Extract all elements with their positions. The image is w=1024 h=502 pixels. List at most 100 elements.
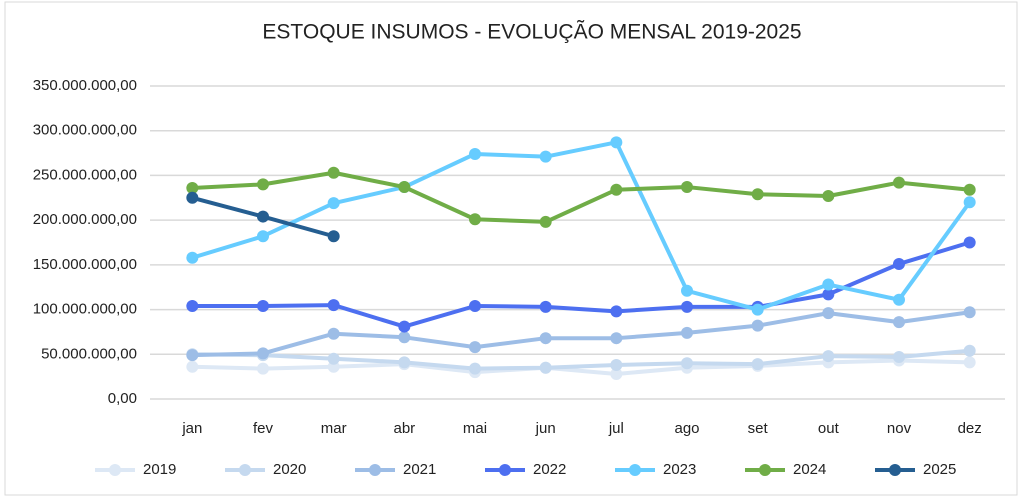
x-tick-label: abr xyxy=(393,420,415,437)
data-point xyxy=(327,352,340,365)
legend-marker xyxy=(499,464,511,476)
series-line xyxy=(192,310,970,358)
data-point xyxy=(822,350,835,363)
data-point xyxy=(539,215,552,228)
data-point xyxy=(257,210,269,223)
data-point xyxy=(893,176,905,189)
data-point xyxy=(257,347,269,360)
legend-marker xyxy=(759,464,771,476)
data-point xyxy=(327,299,340,312)
data-point xyxy=(257,299,269,312)
data-point xyxy=(469,213,481,226)
data-point xyxy=(186,181,199,194)
legend-marker xyxy=(109,464,121,476)
x-tick-label: fev xyxy=(253,420,274,437)
data-point xyxy=(327,197,340,210)
legend-label: 2019 xyxy=(143,461,176,478)
legend-label: 2025 xyxy=(923,461,956,478)
y-tick-label: 350.000.000,00 xyxy=(33,77,137,94)
data-point xyxy=(398,320,411,333)
data-point xyxy=(893,316,905,329)
data-point xyxy=(257,178,269,191)
data-point xyxy=(539,361,552,374)
legend-marker xyxy=(369,464,381,476)
y-tick-label: 200.000.000,00 xyxy=(33,211,137,228)
data-point xyxy=(398,181,411,194)
legend-label: 2024 xyxy=(793,461,826,478)
y-tick-label: 250.000.000,00 xyxy=(33,166,137,183)
series-line xyxy=(192,348,970,371)
data-point xyxy=(751,188,764,201)
y-tick-label: 150.000.000,00 xyxy=(33,256,137,273)
data-point xyxy=(681,181,693,194)
data-point xyxy=(893,293,905,306)
x-tick-label: out xyxy=(818,420,840,437)
data-point xyxy=(681,300,693,313)
y-tick-label: 100.000.000,00 xyxy=(33,301,137,318)
legend-label: 2021 xyxy=(403,461,436,478)
data-point xyxy=(751,358,764,371)
data-point xyxy=(610,136,623,149)
x-tick-label: set xyxy=(748,420,769,437)
legend-marker xyxy=(629,464,641,476)
data-point xyxy=(822,278,835,291)
data-point xyxy=(610,183,623,196)
series-line xyxy=(192,240,971,329)
data-point xyxy=(822,189,835,202)
x-tick-label: ago xyxy=(674,420,699,437)
chart-frame xyxy=(4,1,1018,496)
data-point xyxy=(186,349,199,362)
data-point xyxy=(186,299,199,312)
data-point xyxy=(681,284,693,297)
data-point xyxy=(610,332,623,345)
data-point xyxy=(681,326,693,339)
data-point xyxy=(539,150,552,163)
data-point xyxy=(327,230,340,243)
data-point xyxy=(610,367,623,380)
data-point xyxy=(186,251,199,264)
data-point xyxy=(963,196,976,209)
data-point xyxy=(610,305,623,318)
data-point xyxy=(751,303,764,316)
data-point xyxy=(893,257,905,270)
x-tick-label: jan xyxy=(181,420,202,437)
data-point xyxy=(539,300,552,313)
data-point xyxy=(963,236,976,249)
legend-label: 2022 xyxy=(533,461,566,478)
data-point xyxy=(469,362,481,375)
x-tick-label: mar xyxy=(321,420,347,437)
data-point xyxy=(469,147,481,160)
legend-marker xyxy=(239,464,251,476)
data-point xyxy=(610,359,623,372)
chart-title: ESTOQUE INSUMOS - EVOLUÇÃO MENSAL 2019-2… xyxy=(262,20,801,44)
data-point xyxy=(963,306,976,319)
legend-label: 2020 xyxy=(273,461,306,478)
data-point xyxy=(398,331,411,344)
x-tick-label: mai xyxy=(463,420,487,437)
y-tick-label: 50.000.000,00 xyxy=(41,345,137,362)
x-tick-label: nov xyxy=(887,420,912,437)
y-tick-label: 300.000.000,00 xyxy=(33,122,137,139)
data-point xyxy=(963,183,976,196)
data-point xyxy=(963,356,976,369)
x-tick-label: dez xyxy=(958,420,982,437)
data-point xyxy=(327,327,340,340)
data-point xyxy=(822,307,835,320)
data-point xyxy=(963,344,976,357)
series-line xyxy=(191,140,972,312)
data-point xyxy=(539,332,552,345)
data-point xyxy=(398,356,411,369)
legend-marker xyxy=(889,464,901,476)
data-point xyxy=(257,230,269,243)
data-point xyxy=(751,319,764,332)
data-point xyxy=(893,350,905,363)
x-tick-label: jun xyxy=(535,420,556,437)
data-point xyxy=(327,166,340,179)
y-tick-label: 0,00 xyxy=(108,390,137,407)
data-point xyxy=(186,191,199,204)
legend-label: 2023 xyxy=(663,461,696,478)
data-point xyxy=(186,360,199,373)
data-point xyxy=(469,299,481,312)
